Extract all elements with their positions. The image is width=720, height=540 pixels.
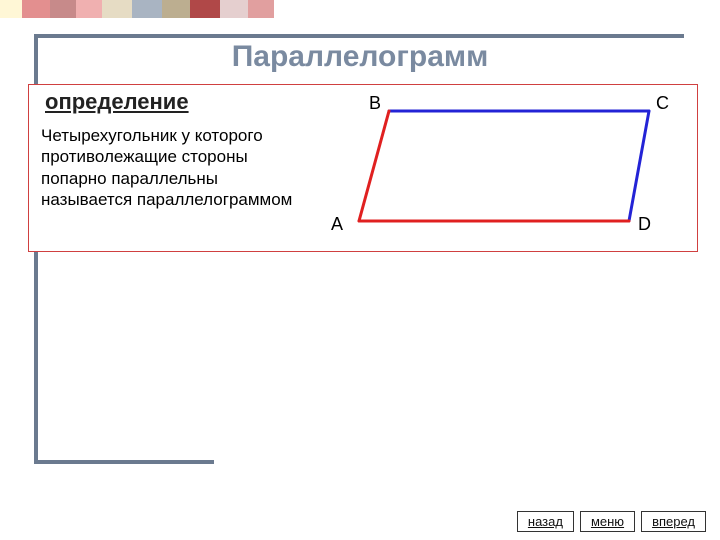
top-square [132,0,162,18]
nav-buttons: назад меню вперед [517,511,706,532]
vertex-label-a: A [331,214,343,235]
vertex-label-b: B [369,93,381,114]
frame-line-top [34,34,684,38]
top-square [22,0,50,18]
nav-back-button[interactable]: назад [517,511,574,532]
vertex-label-d: D [638,214,651,235]
top-square [162,0,190,18]
top-square [190,0,220,18]
edge-AB [359,111,389,221]
top-decorative-squares [0,0,274,18]
parallelogram-svg [329,91,679,241]
top-square [0,0,22,18]
top-square [50,0,76,18]
subheading: определение [45,89,189,115]
top-square [248,0,274,18]
nav-next-button[interactable]: вперед [641,511,706,532]
definition-text: Четырехугольник у которого противолежащи… [41,125,301,210]
parallelogram-figure: B C A D [329,91,679,241]
frame-line-bottom [34,460,214,464]
vertex-label-c: C [656,93,669,114]
top-square [102,0,132,18]
content-box: определение Четырехугольник у которого п… [28,84,698,252]
top-square [76,0,102,18]
edge-CD [629,111,649,221]
slide-title: Параллелограмм [0,40,720,74]
nav-menu-button[interactable]: меню [580,511,635,532]
slide: Параллелограмм определение Четырехугольн… [0,0,720,540]
top-square [220,0,248,18]
